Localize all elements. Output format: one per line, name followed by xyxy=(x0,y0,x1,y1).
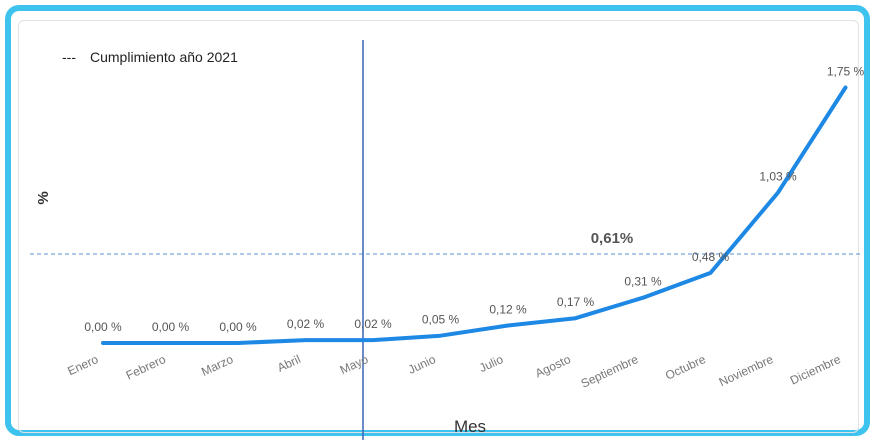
data-label: 0,00 % xyxy=(219,320,257,334)
chart-frame xyxy=(5,5,870,436)
reference-line-label: 0,61% xyxy=(591,230,634,247)
data-label: 0,00 % xyxy=(152,320,190,334)
x-tick-label: Abril xyxy=(275,352,303,375)
data-label: 1,03 % xyxy=(759,170,797,184)
legend-marker: --- xyxy=(62,49,76,65)
data-label: 0,17 % xyxy=(557,295,595,309)
data-labels-group: 0,00 % 0,00 % 0,00 % 0,02 % 0,02 % 0,05 % 0,12… xyxy=(84,65,864,335)
data-label: 0,12 % xyxy=(489,302,527,316)
series-group xyxy=(101,85,848,345)
x-tick-label: Septiembre xyxy=(579,352,641,391)
x-tick-label: Febrero xyxy=(124,352,168,383)
x-axis-label: Mes xyxy=(454,417,486,436)
data-label: 0,02 % xyxy=(354,317,392,331)
data-label: 0,48 % xyxy=(692,250,730,264)
x-tick-label: Marzo xyxy=(199,352,235,379)
x-tick-label: Noviembre xyxy=(717,352,776,389)
legend-label: Cumplimiento año 2021 xyxy=(90,49,238,65)
x-ticks-group: Enero Febrero Marzo Abril Mayo Junio Julio Agos… xyxy=(65,352,843,391)
x-tick-label: Diciembre xyxy=(788,352,843,388)
chart-panel xyxy=(18,20,859,433)
series-line xyxy=(101,85,848,345)
data-label: 0,31 % xyxy=(624,275,662,289)
x-tick-label: Mayo xyxy=(338,352,371,377)
x-tick-label: Julio xyxy=(477,352,506,375)
x-tick-label: Junio xyxy=(406,352,438,377)
x-tick-label: Octubre xyxy=(663,352,708,383)
y-axis-label: % xyxy=(35,191,52,204)
x-tick-label: Agosto xyxy=(533,352,573,381)
legend: --- Cumplimiento año 2021 xyxy=(62,49,238,65)
data-label: 0,02 % xyxy=(287,317,325,331)
data-label: 0,00 % xyxy=(84,320,122,334)
data-label: 0,05 % xyxy=(422,313,460,327)
x-tick-label: Enero xyxy=(65,352,100,378)
data-label: 1,75 % xyxy=(827,65,865,79)
reference-line-group: 0,61% xyxy=(30,230,860,255)
